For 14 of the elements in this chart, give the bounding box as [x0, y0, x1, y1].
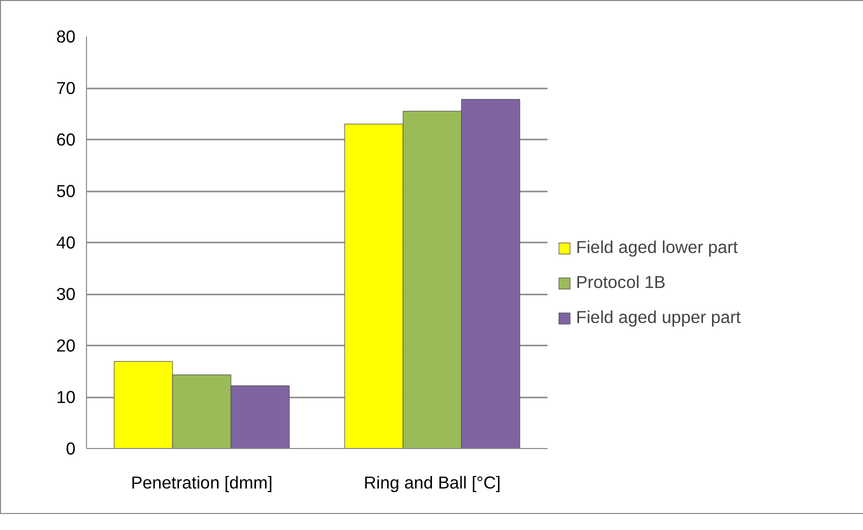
y-tick-label: 20 — [56, 336, 76, 356]
legend-label: Field aged lower part — [576, 237, 738, 258]
y-tick-label: 60 — [56, 130, 76, 150]
y-tick-label: 40 — [56, 232, 76, 252]
x-tick-label: Ring and Ball [°C] — [364, 472, 501, 492]
y-tick-label: 70 — [56, 78, 76, 98]
legend-label: Field aged upper part — [576, 307, 741, 328]
legend-label: Protocol 1B — [576, 272, 666, 293]
y-tick-label: 80 — [56, 26, 76, 46]
y-tick-label: 0 — [66, 438, 76, 458]
y-tick-label: 10 — [56, 387, 76, 407]
x-tick-label: Penetration [dmm] — [130, 472, 273, 492]
y-tick-label: 30 — [56, 284, 76, 304]
y-tick-label: 50 — [56, 181, 76, 201]
